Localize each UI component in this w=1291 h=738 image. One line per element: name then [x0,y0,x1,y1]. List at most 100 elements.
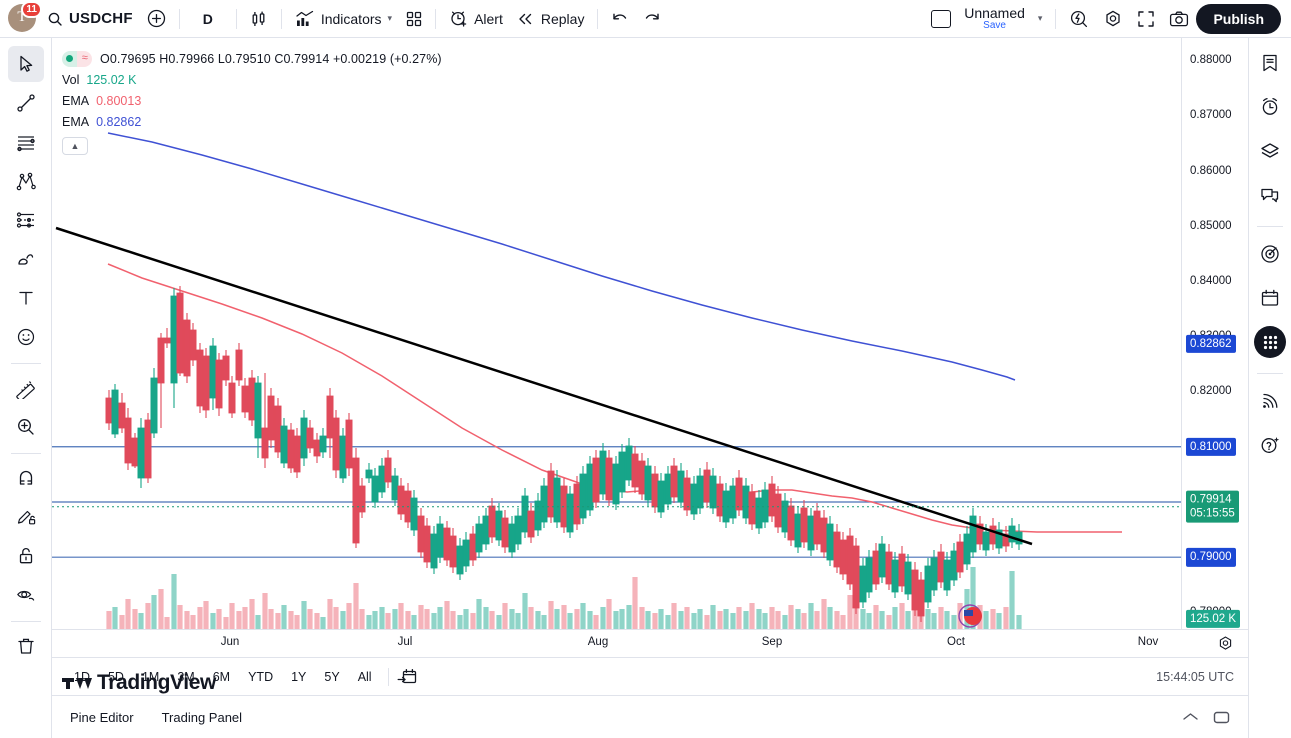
ema2-badge[interactable]: 0.82862 [1186,334,1236,354]
chart-canvas[interactable] [52,38,1181,629]
drawing-mode-tool[interactable] [8,499,44,535]
candle-body [534,500,542,531]
volume-bar [353,583,359,629]
layout-select-button[interactable] [924,5,958,33]
chart-settings-button[interactable] [1096,5,1130,33]
alerts-clock-icon[interactable] [1253,90,1287,124]
fib-retracement-tool[interactable] [8,202,44,238]
candle-body [514,515,522,545]
symbol-search-button[interactable]: USDCHF [40,5,140,33]
timeframe-button-all[interactable]: All [357,669,372,684]
save-label[interactable]: Save [983,19,1006,31]
snapshot-button[interactable] [1162,5,1196,33]
magnet-tool[interactable] [8,460,44,496]
hide-drawings-tool[interactable] [8,577,44,613]
notification-badge[interactable]: 11 [21,0,42,18]
tab-pine-editor[interactable]: Pine Editor [70,709,134,725]
publish-button[interactable]: Publish [1196,3,1281,34]
hline-079[interactable]: 0.79000 [1186,548,1236,567]
text-tool[interactable] [8,280,44,316]
legend-collapse-button[interactable]: ▲ [62,137,88,155]
quick-search-button[interactable] [1062,5,1096,33]
templates-button[interactable] [399,5,429,33]
chevron-down-icon[interactable]: ▾ [387,13,393,23]
legend-volume-row[interactable]: Vol 125.02 K [62,69,442,90]
divider [597,8,599,29]
fullscreen-button[interactable] [1130,5,1162,33]
timeframe-button-1y[interactable]: 1Y [291,669,307,684]
timeframe-button-ytd[interactable]: YTD [248,669,274,684]
brush-tool[interactable] [8,241,44,277]
legend-ema2-row[interactable]: EMA 0.82862 [62,111,442,132]
volume-bar [951,615,957,629]
layout-name-button[interactable]: Unnamed Save [958,6,1031,31]
candle-body [508,523,516,553]
timeframe-button-5y[interactable]: 5Y [324,669,340,684]
price-tick-label: 0.85000 [1190,219,1232,232]
layout-menu-button[interactable]: ▾ [1031,5,1050,33]
goto-date-button[interactable] [397,668,417,686]
candle-body [306,427,314,449]
apps-grid-icon[interactable] [1253,325,1287,359]
timescale-settings-button[interactable] [1217,635,1234,652]
volume-bar [723,609,729,629]
candle-body [592,457,600,503]
timeframe-button-6m[interactable]: 6M [212,669,231,684]
chart-area[interactable]: ≈ O0.79695 H0.79966 L0.79510 C0.79914 +0… [52,38,1248,696]
volume-bar [606,599,612,629]
data-window-icon[interactable] [1253,134,1287,168]
timeframe-button-1m[interactable]: 1M [141,669,160,684]
zoom-in-tool[interactable] [8,409,44,445]
candle-body [527,510,535,538]
bottom-panel-actions [1182,710,1230,725]
tab-trading-panel[interactable]: Trading Panel [161,709,243,725]
ideas-icon[interactable] [1253,237,1287,271]
legend-ohlc-row[interactable]: ≈ O0.79695 H0.79966 L0.79510 C0.79914 +0… [62,48,442,69]
price-tick-label: 0.87000 [1190,109,1232,122]
measure-tool[interactable] [8,370,44,406]
indicators-button[interactable]: Indicators ▾ [288,5,399,33]
watchlist-icon[interactable] [1253,46,1287,80]
price-tick-label: 0.82000 [1190,385,1232,398]
time-scale[interactable]: Jun Jul Aug Sep Oct Nov [52,629,1248,657]
hline-081[interactable]: 0.81000 [1186,437,1236,456]
lock-drawings-tool[interactable] [8,538,44,574]
volume-bar [990,609,996,629]
alert-button[interactable]: Alert [442,5,510,33]
price-scale[interactable]: 0.880000.870000.860000.850000.840000.830… [1181,38,1248,629]
candle-body [930,557,938,591]
trend-line-tool[interactable] [8,85,44,121]
volume-badge[interactable]: 125.02 K [1186,609,1241,629]
chart-style-button[interactable] [243,5,275,33]
candle-body [755,497,763,529]
volume-bar [671,603,677,629]
broadcast-icon[interactable] [1253,384,1287,418]
volume-bar [372,611,378,629]
chat-icon[interactable] [1253,178,1287,212]
pitchfork-tool[interactable] [8,163,44,199]
undo-button[interactable] [604,5,636,33]
price-plot[interactable] [52,38,1181,629]
legend-ema1-row[interactable]: EMA 0.80013 [62,90,442,111]
candle-body [690,483,698,515]
candle-body [254,382,262,439]
add-symbol-button[interactable] [140,5,173,33]
panel-maximize-button[interactable] [1213,710,1230,725]
calendar-icon[interactable] [1253,281,1287,315]
last-price-badge[interactable]: 0.79914 05:15:55 [1186,490,1239,524]
candle-body [826,523,834,561]
help-icon[interactable] [1253,428,1287,462]
horizontal-lines-tool[interactable] [8,124,44,160]
cursor-tool[interactable] [7,46,44,82]
volume-bar [418,605,424,629]
user-avatar[interactable]: T 11 [8,0,42,34]
remove-drawings-tool[interactable] [8,628,44,664]
timeframe-button-3m[interactable]: 3M [177,669,195,684]
emoji-tool[interactable] [8,319,44,355]
redo-button[interactable] [636,5,668,33]
volume-badge-value: 125.02 K [1190,612,1237,625]
replay-button[interactable]: Replay [510,5,592,33]
interval-button[interactable]: D [186,5,230,33]
panel-collapse-button[interactable] [1182,711,1199,723]
timeframe-button-5d[interactable]: 5D [107,669,124,684]
